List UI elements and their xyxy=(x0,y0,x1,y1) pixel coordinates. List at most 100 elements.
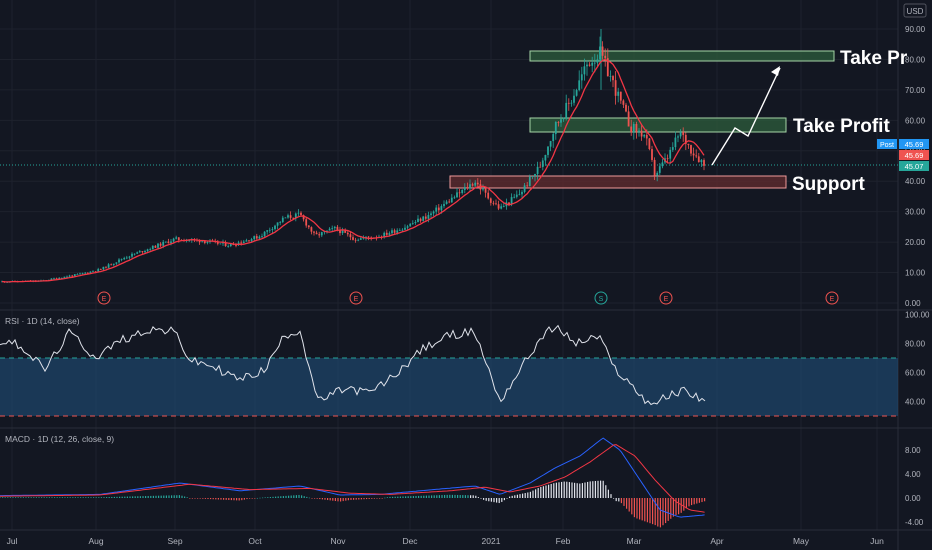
macd-histogram-bar xyxy=(402,496,404,498)
signal-line xyxy=(0,444,705,513)
macd-histogram-bar xyxy=(701,498,703,503)
candle-body xyxy=(292,217,295,219)
event-marker[interactable]: E xyxy=(659,291,673,305)
time-axis[interactable]: Jul Aug Sep Oct Nov Dec 2021 Feb Mar Apr May Jun xyxy=(7,536,885,546)
candle-body xyxy=(632,123,635,133)
candle-body xyxy=(112,263,115,265)
candle-body xyxy=(497,204,500,209)
macd-histogram-bar xyxy=(108,497,110,498)
candle-body xyxy=(159,243,162,246)
candle-body xyxy=(684,134,687,144)
candle-body xyxy=(580,74,583,81)
candle-body xyxy=(695,155,698,157)
candle-body xyxy=(307,225,310,228)
macd-histogram-bar xyxy=(184,496,186,498)
candle-body xyxy=(622,100,625,105)
price-badge-value: 45.69 xyxy=(905,140,924,149)
candle-body xyxy=(102,266,105,270)
candle-body xyxy=(531,176,534,177)
event-marker[interactable]: E xyxy=(349,291,363,305)
event-marker[interactable]: E xyxy=(97,291,111,305)
macd-histogram-bar xyxy=(620,498,622,504)
candle-body xyxy=(482,188,484,190)
macd-legend[interactable]: MACD · 1D (12, 26, close, 9) xyxy=(5,434,114,444)
macd-tick-label: -4.00 xyxy=(905,518,924,527)
candle-body xyxy=(248,240,250,242)
macd-histogram-bar xyxy=(446,494,448,498)
candle-body xyxy=(430,213,432,216)
candle-body xyxy=(593,62,596,64)
candle-body xyxy=(365,236,367,238)
candle-body xyxy=(73,274,76,277)
take-profit-zone-lower[interactable] xyxy=(529,117,787,133)
macd-histogram-bar xyxy=(306,496,308,498)
candle-body xyxy=(677,136,679,138)
candle-body xyxy=(484,188,487,193)
macd-histogram-bar xyxy=(147,495,149,498)
macd-histogram-bar xyxy=(542,486,544,498)
macd-histogram-bar xyxy=(61,497,63,498)
macd-histogram-bar xyxy=(90,497,92,498)
candle-body xyxy=(437,207,440,211)
candle-body xyxy=(570,102,573,104)
macd-histogram-bar xyxy=(43,497,45,498)
macd-histogram-bar xyxy=(516,494,518,498)
candle-body xyxy=(261,236,263,237)
candle-body xyxy=(206,242,209,244)
candle-body xyxy=(422,216,425,221)
candle-body xyxy=(294,213,297,219)
event-marker[interactable]: E xyxy=(825,291,839,305)
candle-body xyxy=(414,222,417,224)
price-tick-label: 0.00 xyxy=(905,299,921,308)
macd-histogram-bar xyxy=(423,495,425,498)
macd-histogram-bar xyxy=(113,496,115,498)
candle-body xyxy=(658,166,661,173)
macd-histogram-bar xyxy=(389,496,391,498)
candle-body xyxy=(583,66,586,75)
time-tick-label: Jul xyxy=(7,536,18,546)
macd-histogram-bar xyxy=(165,495,167,498)
macd-histogram-bar xyxy=(324,498,326,500)
macd-histogram-bar xyxy=(553,483,555,498)
candle-body xyxy=(604,55,607,59)
candle-body xyxy=(435,207,438,212)
macd-histogram-bar xyxy=(397,496,399,498)
support-zone[interactable] xyxy=(449,175,787,189)
candle-body xyxy=(266,230,269,232)
candle-body xyxy=(539,166,542,168)
macd-histogram-bar xyxy=(358,498,360,500)
event-marker[interactable]: S xyxy=(594,291,608,305)
macd-histogram-bar xyxy=(631,498,633,515)
candle-body xyxy=(398,230,401,231)
macd-histogram-bar xyxy=(379,498,381,499)
candle-body xyxy=(599,46,601,60)
macd-histogram-bar xyxy=(407,496,409,498)
candle-body xyxy=(336,226,339,230)
candle-body xyxy=(427,215,430,219)
candle-body xyxy=(487,192,490,199)
macd-histogram-bar xyxy=(67,497,69,498)
candle-body xyxy=(453,197,456,199)
candle-body xyxy=(466,187,469,189)
candle-body xyxy=(170,241,172,244)
macd-histogram-bar xyxy=(558,482,560,498)
macd-histogram-bar xyxy=(139,496,141,498)
rsi-legend[interactable]: RSI · 1D (14, close) xyxy=(5,316,80,326)
macd-histogram-bar xyxy=(285,495,287,498)
take-profit-zone-upper[interactable] xyxy=(529,50,835,62)
candle-body xyxy=(86,272,89,274)
macd-histogram-bar xyxy=(298,494,300,498)
candle-body xyxy=(549,141,552,147)
macd-histogram-bar xyxy=(293,495,295,498)
candle-body xyxy=(359,238,362,240)
rsi-tick-label: 80.00 xyxy=(905,340,926,349)
macd-histogram-bar xyxy=(69,497,71,498)
macd-histogram-bar xyxy=(532,490,534,498)
candle-body xyxy=(424,216,427,219)
candle-body xyxy=(71,275,74,277)
candle-body xyxy=(370,237,373,239)
candle-body xyxy=(393,230,396,233)
candle-body xyxy=(635,123,638,132)
macd-histogram-bar xyxy=(152,495,154,498)
